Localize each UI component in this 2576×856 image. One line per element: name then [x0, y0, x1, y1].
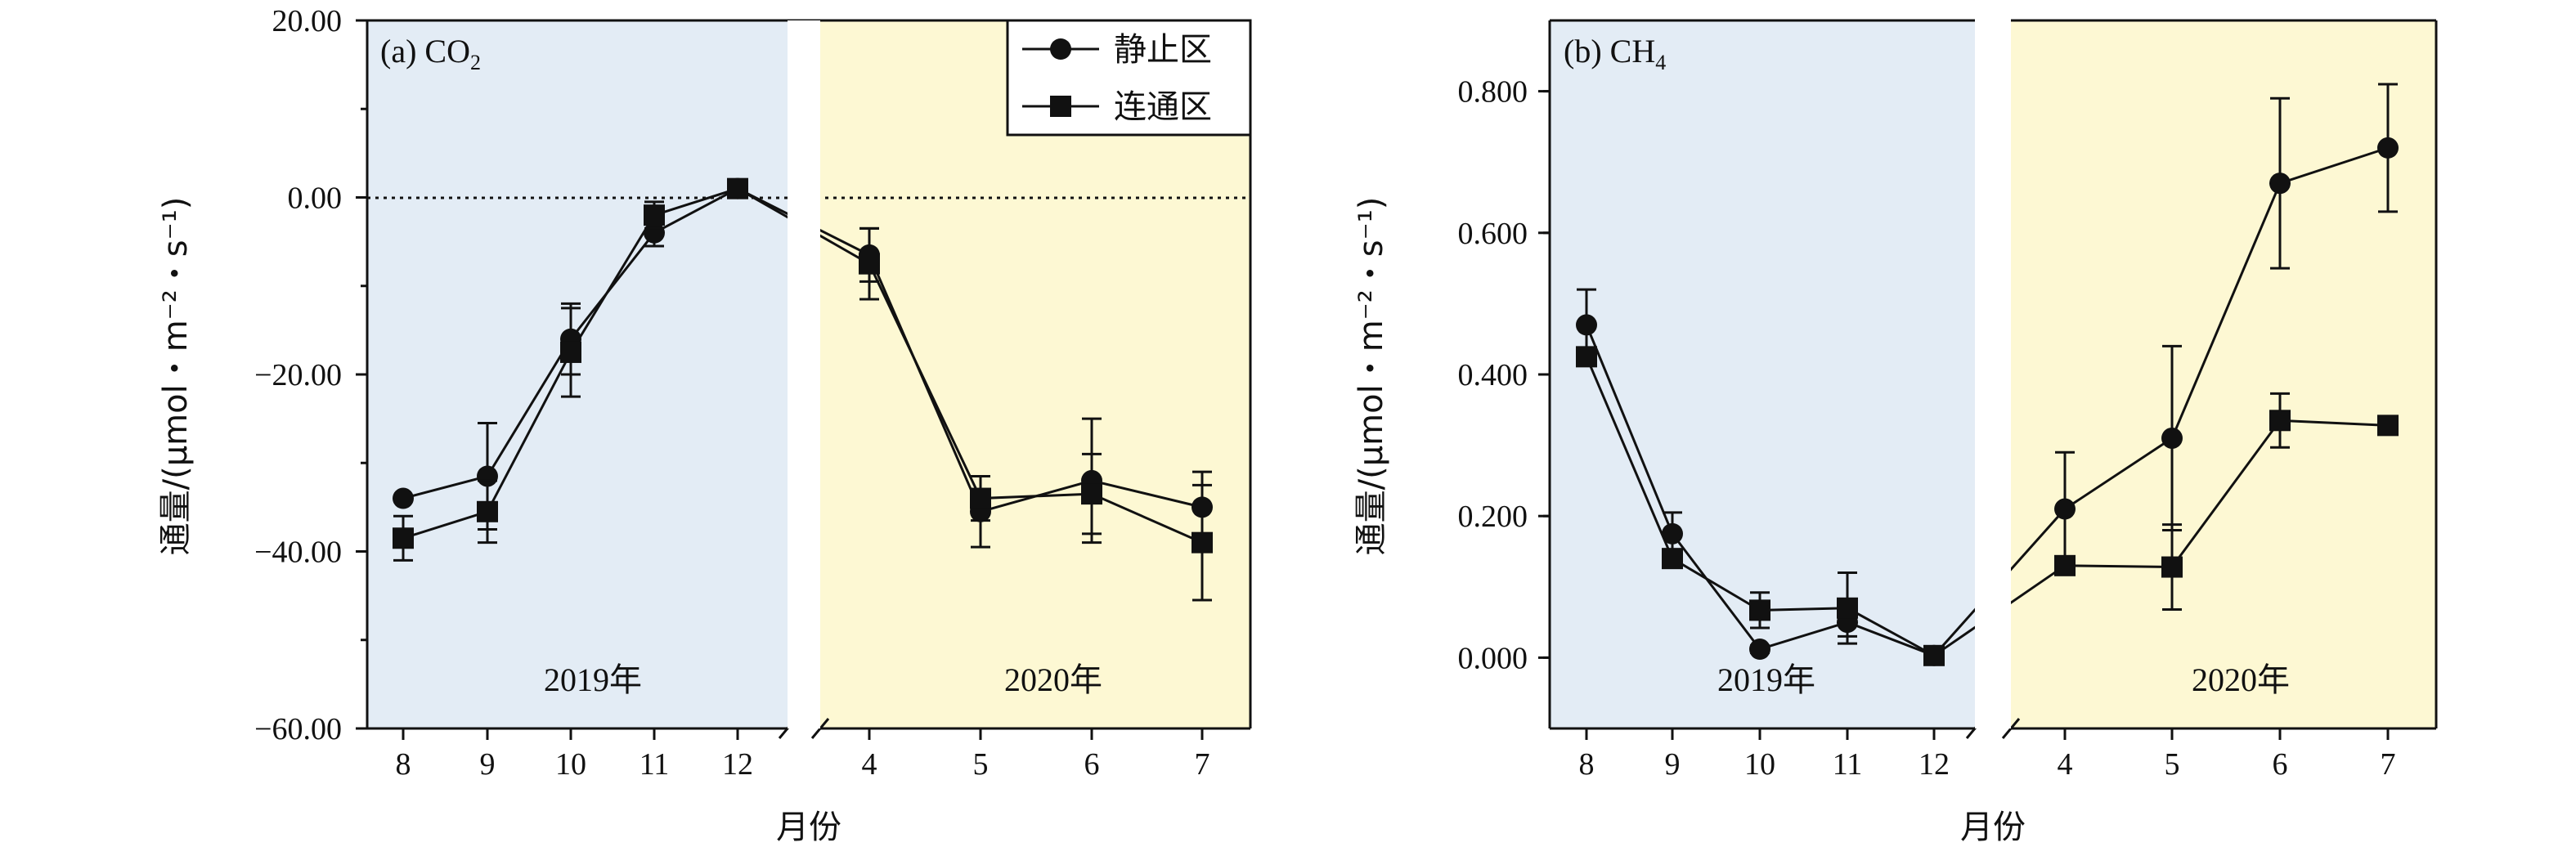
panel-b-series: [1576, 20, 2399, 728]
panel-a-series: [393, 20, 1213, 728]
panel-b-label: (b) CH4: [1564, 33, 1666, 74]
x-tick-label: 5: [973, 747, 989, 782]
x-tick-label: 4: [862, 747, 877, 782]
y-tick-label: 0.400: [1458, 358, 1528, 392]
data-point-circle: [2377, 137, 2399, 159]
panel-b-year-2019: 2019年: [1717, 661, 1815, 698]
data-point-circle: [1576, 314, 1597, 336]
data-point-square: [1192, 531, 1213, 553]
panel-a-year-2020: 2020年: [1004, 661, 1102, 698]
panel-a-x-ticks: 8 9 10 11 12 4 5 6 7: [396, 728, 1210, 782]
data-point-square: [970, 487, 991, 509]
data-point-circle: [2269, 173, 2291, 195]
data-point-square: [1749, 599, 1770, 621]
data-point-square: [2377, 415, 2399, 437]
y-tick-label: 0.00: [288, 182, 343, 216]
y-tick-label: 20.00: [272, 4, 343, 38]
x-tick-label: 10: [1744, 747, 1775, 782]
series-connected-zone: [1576, 20, 2399, 728]
panel-b-x-ticks: 8 9 10 11 12 4 5 6 7: [1579, 728, 2396, 782]
data-point-circle: [1749, 639, 1770, 661]
data-point-square: [477, 500, 498, 522]
x-tick-label: 12: [1919, 747, 1950, 782]
data-point-circle: [1662, 522, 1683, 545]
axis-break-gap: [1975, 20, 2011, 728]
panel-a-xlabel: 月份: [776, 809, 841, 846]
data-point-circle: [2054, 498, 2076, 520]
x-tick-label: 8: [396, 747, 411, 782]
panel-b-shade-2019: [1550, 20, 1975, 728]
legend-circle-marker: [1050, 38, 1071, 60]
x-tick-label: 7: [1195, 747, 1210, 782]
x-tick-label: 8: [1579, 747, 1595, 782]
legend-box: [1006, 19, 1252, 137]
legend-item-connected-zone: 连通区: [1114, 88, 1212, 126]
x-tick-label: 12: [722, 747, 753, 782]
y-tick-label: 0.800: [1458, 75, 1528, 110]
panel-a-year-2019: 2019年: [544, 661, 642, 698]
x-tick-label: 9: [480, 747, 496, 782]
y-tick-label: 0.600: [1458, 217, 1528, 251]
x-tick-label: 4: [2058, 747, 2073, 782]
data-point-circle: [393, 487, 414, 509]
panel-b-year-2020: 2020年: [2192, 661, 2290, 698]
data-point-square: [1923, 644, 1945, 666]
data-point-square: [644, 204, 665, 226]
panel-a-ylabel: 通量/(μmol・m⁻²・s⁻¹): [157, 197, 195, 556]
panel-b-ch4: 0.800 0.600 0.400 0.200 0.000 8 9 10 11 12 4 5 6 7 (…: [1353, 19, 2438, 846]
y-tick-label: 0.000: [1458, 641, 1528, 675]
y-tick-label: −60.00: [254, 712, 342, 746]
panel-a-shade-2020: [820, 20, 1250, 728]
legend-square-marker: [1050, 96, 1071, 117]
series-connected-zone: [393, 20, 1213, 728]
axis-break-gap: [788, 20, 820, 728]
data-point-square: [1837, 597, 1858, 619]
panel-b-y-ticks: 0.800 0.600 0.400 0.200 0.000: [1458, 75, 1550, 675]
legend-item-still-zone: 静止区: [1114, 31, 1212, 69]
data-point-square: [1662, 548, 1683, 570]
data-point-square: [2054, 554, 2076, 576]
x-tick-label: 11: [1833, 747, 1863, 782]
data-point-circle: [2161, 427, 2183, 449]
panel-b-shade-2020: [2011, 20, 2436, 728]
data-point-square: [393, 527, 414, 549]
panel-a-label: (a) CO2: [380, 33, 481, 74]
data-point-square: [1576, 346, 1597, 368]
x-tick-label: 9: [1665, 747, 1681, 782]
x-tick-label: 10: [555, 747, 586, 782]
data-point-square: [727, 177, 748, 199]
data-point-square: [859, 253, 880, 275]
x-tick-label: 6: [1084, 747, 1100, 782]
y-tick-label: −20.00: [254, 358, 342, 392]
panel-b-ylabel: 通量/(μmol・m⁻²・s⁻¹): [1353, 197, 1390, 556]
legend: 静止区 连通区: [1006, 19, 1252, 137]
data-point-square: [2269, 410, 2291, 432]
panel-a-co2: 20.00 0.00 −20.00 −40.00 −60.00 8 9 10 11 12 4 5 6 7…: [157, 4, 1252, 846]
data-point-square: [2161, 556, 2183, 578]
panel-a-y-ticks: 20.00 0.00 −20.00 −40.00 −60.00: [254, 4, 367, 746]
x-tick-label: 6: [2273, 747, 2288, 782]
y-tick-label: −40.00: [254, 536, 342, 570]
y-tick-label: 0.200: [1458, 500, 1528, 534]
data-point-square: [1081, 483, 1102, 505]
panel-b-xlabel: 月份: [1960, 809, 2026, 846]
data-point-square: [560, 341, 581, 363]
x-tick-label: 7: [2381, 747, 2396, 782]
x-tick-label: 5: [2165, 747, 2180, 782]
x-tick-label: 11: [640, 747, 670, 782]
